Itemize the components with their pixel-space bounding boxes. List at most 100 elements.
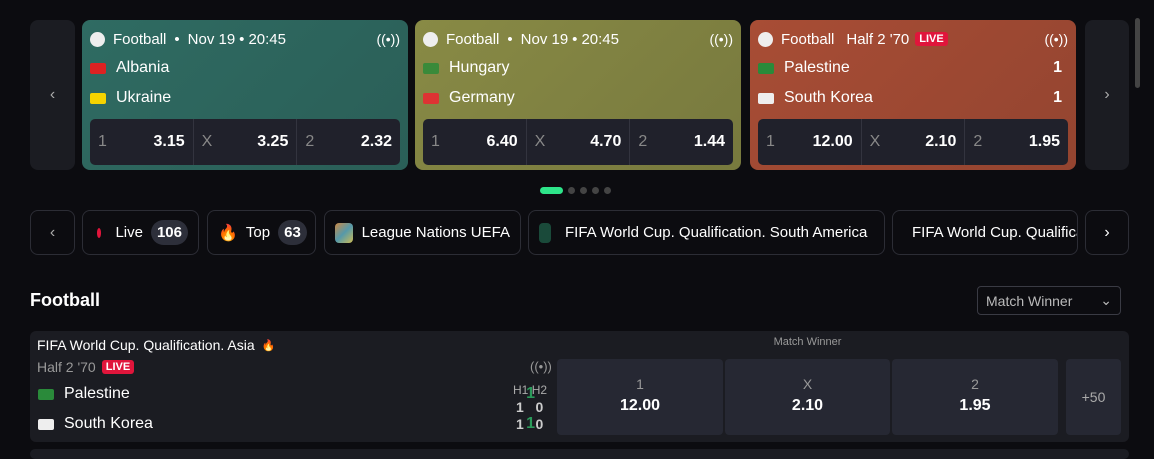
more-markets-button[interactable]: +50 xyxy=(1066,359,1121,435)
team-name: Palestine xyxy=(64,385,130,402)
odds-button[interactable]: 1 3.15 xyxy=(90,119,194,165)
odds-button-x[interactable]: X 2.10 xyxy=(725,359,890,435)
page-dot[interactable] xyxy=(568,187,575,194)
odds-label: X xyxy=(802,376,813,392)
team-score: 1 xyxy=(1053,59,1062,76)
carousel-next-button[interactable]: › xyxy=(1085,20,1129,170)
team-row: Hungary xyxy=(423,53,733,83)
league-name: FIFA World Cup. Qualification. Asia xyxy=(37,337,255,353)
flag-icon xyxy=(758,92,774,104)
world-cup-trophy-icon xyxy=(539,222,551,243)
team-row: Germany xyxy=(423,83,733,113)
odds-group: 1 12.00 X 2.10 2 1.95 xyxy=(758,119,1068,165)
match-period: Half 2 '70 xyxy=(37,359,96,375)
page-dot[interactable] xyxy=(604,187,611,194)
featured-match-card[interactable]: Football • Nov 19 • 20:45 ((•)) Hungary German… xyxy=(415,20,741,170)
odds-label: 2 xyxy=(971,376,979,392)
odds-value: 1.44 xyxy=(693,133,726,150)
odds-button-1[interactable]: 1 12.00 xyxy=(557,359,723,435)
page-dot[interactable] xyxy=(580,187,587,194)
team-row: Palestine 1 xyxy=(38,379,550,409)
scrollbar[interactable] xyxy=(1135,18,1140,88)
team-row: South Korea 1 xyxy=(758,83,1068,113)
match-period: Half 2 '70 xyxy=(846,30,910,48)
match-date: Nov 19 xyxy=(520,30,569,48)
team-name: Germany xyxy=(449,89,515,106)
match-time: 20:45 xyxy=(248,30,286,48)
team-name: South Korea xyxy=(64,415,153,432)
team-name: Ukraine xyxy=(116,89,172,106)
chip-label: FIFA World Cup. Qualification. Asia xyxy=(912,224,1077,241)
team-name: Palestine xyxy=(784,59,850,76)
odds-button[interactable]: 2 1.44 xyxy=(630,119,733,165)
flag-icon xyxy=(38,388,54,400)
h2-header: H2 xyxy=(531,383,548,397)
fire-icon: 🔥 xyxy=(218,224,238,242)
odds-button[interactable]: 1 12.00 xyxy=(758,119,862,165)
page-dot[interactable] xyxy=(540,187,563,194)
h1-header: H1 xyxy=(513,383,529,397)
sport-label: Football xyxy=(781,30,835,48)
chip-count: 63 xyxy=(278,220,307,245)
odds-button[interactable]: X 2.10 xyxy=(862,119,966,165)
flag-icon xyxy=(90,92,106,104)
flag-icon xyxy=(90,62,106,74)
odds-value: 2.32 xyxy=(360,133,393,150)
team-score: 1 xyxy=(1053,89,1062,106)
broadcast-icon[interactable]: ((•)) xyxy=(376,31,400,47)
chip-league-nations[interactable]: League Nations UEFA xyxy=(324,210,521,255)
football-icon xyxy=(423,31,438,47)
h2-score: 0 xyxy=(535,399,544,415)
flag-icon xyxy=(423,62,439,74)
odds-value: 12.00 xyxy=(812,133,853,150)
sport-label: Football xyxy=(446,30,500,48)
live-badge: LIVE xyxy=(915,32,948,46)
market-label: Match Winner xyxy=(773,336,842,348)
featured-match-card[interactable]: Football Half 2 '70 LIVE ((•)) Palestine 1 So… xyxy=(750,20,1076,170)
chips-prev-button[interactable]: ‹ xyxy=(30,210,75,255)
odds-label: X xyxy=(869,133,881,150)
chip-top[interactable]: 🔥 Top 63 xyxy=(207,210,316,255)
odds-button[interactable]: 1 6.40 xyxy=(423,119,527,165)
carousel-prev-button[interactable]: ‹ xyxy=(30,20,75,170)
chip-wc-asia[interactable]: FIFA World Cup. Qualification. Asia xyxy=(892,210,1078,255)
odds-group: 1 3.15 X 3.25 2 2.32 xyxy=(90,119,400,165)
match-time: 20:45 xyxy=(581,30,619,48)
team-name: Hungary xyxy=(449,59,510,76)
team-score: 1 xyxy=(526,385,535,402)
odds-label: 2 xyxy=(305,133,315,150)
odds-button[interactable]: X 4.70 xyxy=(527,119,631,165)
odds-value: 12.00 xyxy=(619,397,661,414)
team-name: South Korea xyxy=(784,89,873,106)
odds-button[interactable]: 2 2.32 xyxy=(297,119,400,165)
odds-label: 1 xyxy=(431,133,440,150)
odds-label: 2 xyxy=(973,133,983,150)
chip-live[interactable]: Live 106 xyxy=(82,210,199,255)
page-dot[interactable] xyxy=(592,187,599,194)
league-nations-icon xyxy=(335,222,353,243)
chip-wc-south-america[interactable]: FIFA World Cup. Qualification. South Ame… xyxy=(528,210,885,255)
fire-icon: 🔥 xyxy=(261,339,276,352)
section-title: Football xyxy=(30,290,100,310)
market-select[interactable]: Match Winner ⌄ xyxy=(977,286,1121,315)
odds-button-2[interactable]: 2 1.95 xyxy=(892,359,1058,435)
odds-button[interactable]: 2 1.95 xyxy=(965,119,1068,165)
carousel-pagination xyxy=(540,187,611,194)
broadcast-icon[interactable]: ((•)) xyxy=(709,31,733,47)
team-row: Ukraine xyxy=(90,83,400,113)
featured-match-card[interactable]: Football • Nov 19 • 20:45 ((•)) Albania Ukrain… xyxy=(82,20,408,170)
team-name: Albania xyxy=(116,59,170,76)
broadcast-icon[interactable]: ((•)) xyxy=(530,359,552,374)
chip-count: 106 xyxy=(150,220,188,245)
odds-label: 1 xyxy=(98,133,107,150)
next-match-row[interactable] xyxy=(30,449,1129,459)
chips-next-button[interactable]: › xyxy=(1085,210,1129,255)
odds-value: 3.25 xyxy=(257,133,289,150)
chip-label: League Nations UEFA xyxy=(361,224,510,241)
flag-icon xyxy=(38,418,54,430)
football-icon xyxy=(758,31,773,47)
odds-button[interactable]: X 3.25 xyxy=(194,119,298,165)
match-row[interactable]: FIFA World Cup. Qualification. Asia 🔥 Hal… xyxy=(30,331,1129,442)
h2-score: 0 xyxy=(535,416,544,432)
broadcast-icon[interactable]: ((•)) xyxy=(1044,31,1068,47)
